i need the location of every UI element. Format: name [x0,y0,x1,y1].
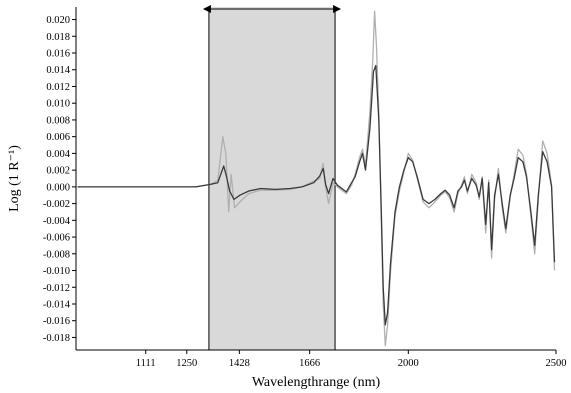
series-line-2 [77,10,556,347]
series-layer [77,10,556,347]
y-tick-label: -0.012 [43,283,70,294]
y-tick-label: 0.014 [46,65,70,76]
y-tick-label: -0.016 [43,316,70,327]
x-tick-label: 1250 [176,358,197,369]
range-arrow-right-icon [333,5,342,13]
y-tick-label: -0.006 [43,233,70,244]
x-tick-label: 2500 [546,358,567,369]
y-tick-label: -0.002 [43,199,70,210]
y-tick-label: 0.016 [46,49,70,60]
y-tick-label: 0.012 [46,82,70,93]
y-tick-label: 0.008 [46,115,70,126]
y-tick-label: 0.002 [46,166,70,177]
x-axis-title: Wavelengthrange (nm) [252,375,381,390]
y-tick-label: 0.010 [46,99,70,110]
y-axis-title: Log (1 R⁻¹) [7,145,22,212]
y-tick-label: -0.004 [43,216,71,227]
y-tick-label: 0.004 [46,149,70,160]
range-arrow-left-icon [202,5,211,13]
y-tick-label: -0.014 [43,299,71,310]
y-tick-label: 0.020 [46,15,70,26]
y-tick-label: 0.006 [46,132,70,143]
x-tick-label: 1111 [136,358,156,369]
highlight-layer [202,5,342,350]
y-ticks: 0.020 0.018 0.016 0.014 0.012 0.010 0.008 0.006… [43,15,76,344]
y-tick-label: -0.010 [43,266,70,277]
highlight-band [208,7,336,350]
x-tick-label: 2000 [398,358,419,369]
y-tick-label: -0.018 [43,333,70,344]
y-tick-label: 0.018 [46,32,70,43]
x-tick-label: 1666 [299,358,320,369]
series-line-1 [77,64,556,326]
y-tick-label: -0.008 [43,249,70,260]
x-tick-label: 1428 [229,358,250,369]
x-ticks: 1111 1250 1428 1666 2000 2500 [136,350,567,369]
y-tick-label: 0.000 [46,182,70,193]
